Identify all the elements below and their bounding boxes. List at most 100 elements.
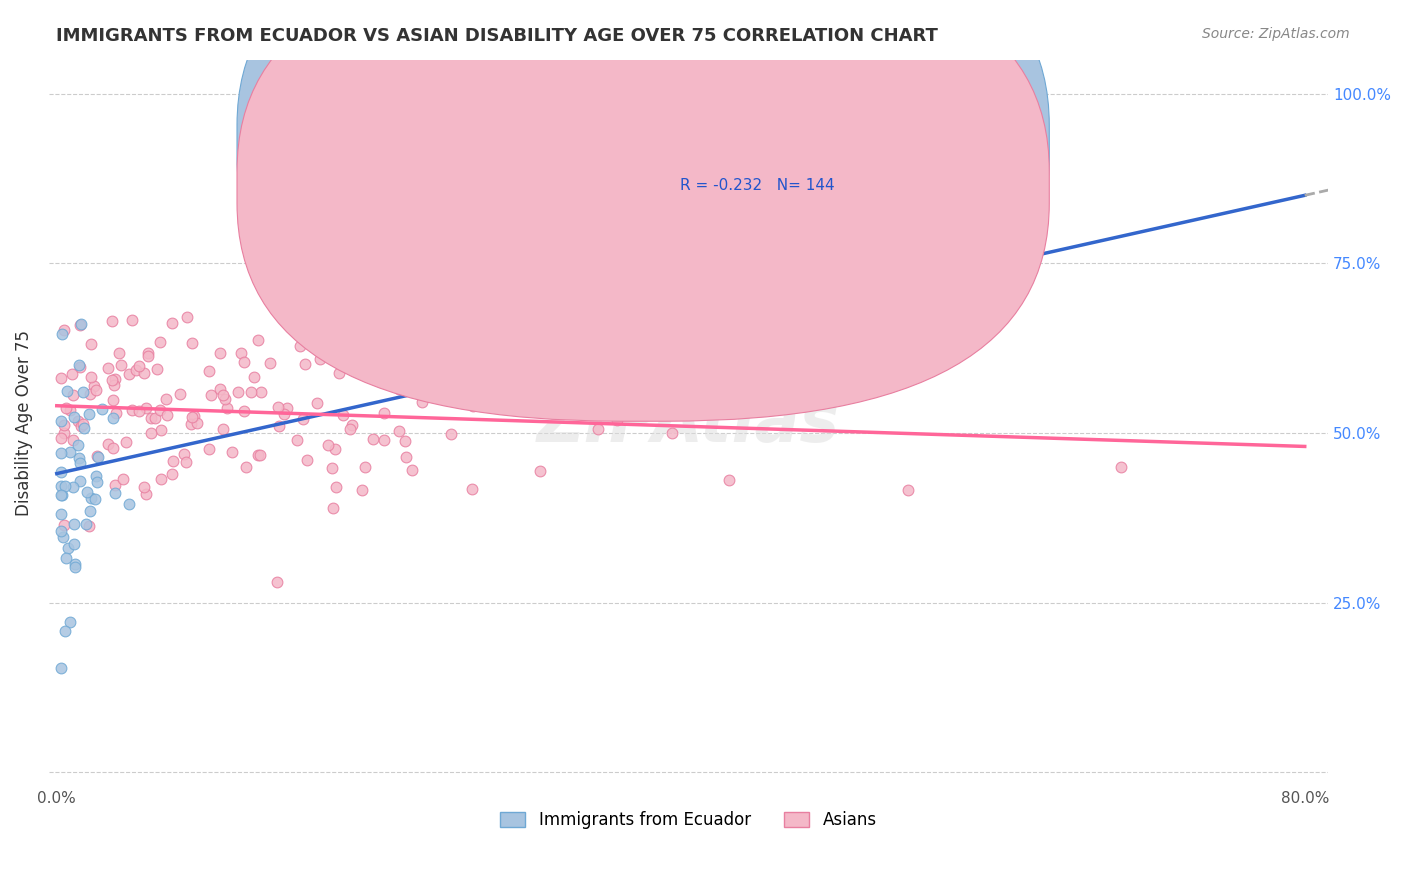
Asians — [350, 483, 373, 497]
Asians — [104, 477, 127, 491]
Immigrants from Ecuador — [51, 488, 73, 502]
Immigrants from Ecuador — [63, 557, 86, 571]
Asians — [363, 432, 385, 446]
Asians — [143, 410, 166, 425]
Text: IMMIGRANTS FROM ECUADOR VS ASIAN DISABILITY AGE OVER 75 CORRELATION CHART: IMMIGRANTS FROM ECUADOR VS ASIAN DISABIL… — [56, 27, 938, 45]
Legend: Immigrants from Ecuador, Asians: Immigrants from Ecuador, Asians — [494, 805, 883, 836]
Asians — [103, 378, 125, 392]
Asians — [162, 316, 184, 330]
Asians — [395, 450, 418, 465]
Asians — [285, 433, 308, 447]
Asians — [150, 472, 173, 486]
Asians — [59, 402, 82, 417]
Asians — [235, 459, 257, 474]
Text: ZIPAtlas: ZIPAtlas — [537, 390, 841, 456]
Immigrants from Ecuador — [51, 446, 73, 460]
Immigrants from Ecuador — [84, 491, 107, 506]
Asians — [460, 387, 482, 401]
Immigrants from Ecuador — [67, 358, 90, 372]
Immigrants from Ecuador — [51, 661, 73, 675]
Asians — [276, 401, 298, 415]
Asians — [208, 382, 231, 396]
Asians — [52, 518, 75, 533]
Immigrants from Ecuador — [67, 438, 90, 452]
Asians — [121, 402, 143, 417]
Asians — [173, 447, 195, 461]
Y-axis label: Disability Age Over 75: Disability Age Over 75 — [15, 330, 32, 516]
Asians — [217, 401, 239, 416]
Immigrants from Ecuador — [62, 410, 84, 425]
Asians — [101, 393, 124, 408]
Asians — [136, 349, 159, 363]
Asians — [62, 388, 84, 402]
Asians — [52, 425, 75, 440]
Asians — [121, 313, 143, 327]
Asians — [240, 384, 263, 399]
Asians — [295, 452, 318, 467]
Immigrants from Ecuador — [53, 624, 76, 638]
Asians — [60, 368, 83, 382]
Immigrants from Ecuador — [86, 475, 108, 489]
Asians — [200, 387, 222, 401]
Asians — [135, 486, 157, 500]
FancyBboxPatch shape — [238, 0, 1049, 376]
Asians — [97, 361, 120, 376]
Immigrants from Ecuador — [56, 384, 79, 399]
Asians — [176, 310, 198, 325]
Asians — [342, 418, 364, 433]
Asians — [125, 363, 148, 377]
Asians — [322, 500, 344, 515]
Asians — [661, 425, 683, 440]
Asians — [307, 396, 329, 410]
Asians — [249, 448, 271, 462]
Asians — [321, 461, 343, 475]
Immigrants from Ecuador — [59, 615, 82, 629]
Asians — [509, 354, 531, 368]
FancyBboxPatch shape — [592, 100, 1002, 227]
Asians — [209, 346, 232, 360]
Asians — [86, 449, 108, 463]
Asians — [325, 480, 347, 494]
Asians — [242, 370, 264, 384]
Immigrants from Ecuador — [51, 479, 73, 493]
Asians — [105, 406, 128, 420]
Asians — [149, 423, 172, 437]
Immigrants from Ecuador — [52, 530, 75, 544]
Immigrants from Ecuador — [73, 421, 96, 435]
Asians — [67, 414, 90, 428]
Asians — [232, 404, 254, 418]
Asians — [52, 323, 75, 337]
Asians — [62, 433, 84, 447]
Asians — [181, 410, 204, 425]
Asians — [273, 407, 295, 421]
Asians — [388, 383, 411, 397]
Asians — [146, 361, 169, 376]
Asians — [156, 409, 179, 423]
Immigrants from Ecuador — [51, 414, 73, 428]
Asians — [52, 417, 75, 432]
Asians — [51, 431, 73, 445]
Asians — [108, 345, 131, 359]
Immigrants from Ecuador — [62, 480, 84, 494]
Asians — [211, 422, 233, 436]
Asians — [186, 416, 208, 430]
Asians — [221, 445, 243, 459]
Asians — [440, 427, 463, 442]
Asians — [155, 392, 177, 406]
Immigrants from Ecuador — [51, 507, 73, 521]
Asians — [328, 366, 350, 380]
Asians — [291, 411, 314, 425]
Asians — [411, 395, 433, 409]
Immigrants from Ecuador — [75, 517, 97, 532]
Immigrants from Ecuador — [87, 450, 110, 464]
Asians — [472, 390, 495, 404]
Asians — [136, 345, 159, 359]
Immigrants from Ecuador — [104, 485, 127, 500]
Asians — [69, 359, 91, 374]
Asians — [128, 404, 150, 418]
Asians — [149, 402, 172, 417]
Asians — [1109, 460, 1132, 475]
Asians — [101, 441, 124, 455]
Immigrants from Ecuador — [84, 469, 107, 483]
Immigrants from Ecuador — [51, 524, 73, 538]
